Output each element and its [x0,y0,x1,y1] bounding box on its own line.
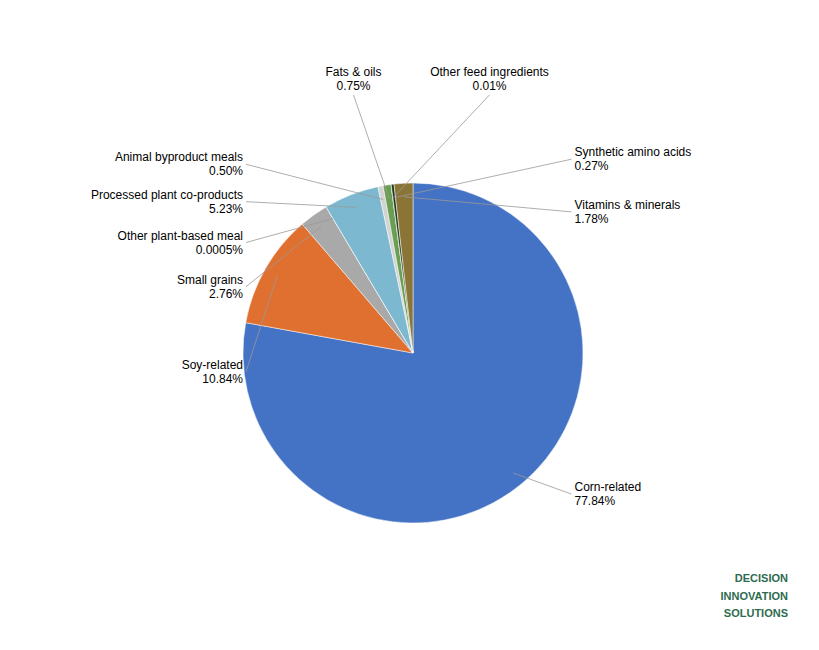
svg-text:Vitamins & minerals1.78%: Vitamins & minerals1.78% [575,198,681,226]
svg-text:Processed plant co-products5.2: Processed plant co-products5.23% [91,188,243,216]
svg-text:Other feed ingredients0.01%: Other feed ingredients0.01% [430,65,549,93]
svg-text:Animal byproduct meals0.50%: Animal byproduct meals0.50% [115,150,243,178]
html-text:SOLUTIONS: SOLUTIONS [723,607,788,620]
html-text:INNOVATION: INNOVATION [720,589,788,602]
svg-text:Other plant-based meal0.0005%: Other plant-based meal0.0005% [118,229,244,257]
svg-text:Corn-related77.84%: Corn-related77.84% [575,480,642,508]
svg-text:Small grains2.76%: Small grains2.76% [177,273,243,301]
svg-text:Fats & oils0.75%: Fats & oils0.75% [325,65,381,93]
html-text:DECISION: DECISION [734,572,788,585]
svg-text:Soy-related10.84%: Soy-related10.84% [182,358,244,386]
svg-text:Synthetic amino acids0.27%: Synthetic amino acids0.27% [575,145,692,173]
